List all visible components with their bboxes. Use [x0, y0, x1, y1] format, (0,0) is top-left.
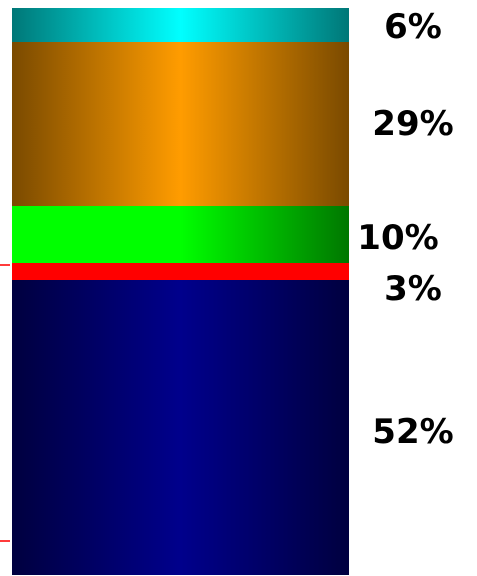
value-label-3pct: 3% [384, 269, 442, 309]
left-red-marker-top [0, 264, 10, 266]
left-red-marker-bottom [0, 540, 10, 542]
bar-segment-10pct [12, 206, 349, 264]
bar-segment-3pct [12, 263, 349, 281]
bar-segment-52pct [12, 280, 349, 575]
value-label-10pct: 10% [357, 218, 439, 258]
value-label-6pct: 6% [384, 7, 442, 47]
stacked-bar [12, 8, 349, 575]
value-label-52pct: 52% [372, 412, 454, 452]
bar-segment-29pct [12, 42, 349, 207]
bar-segment-6pct [12, 8, 349, 43]
value-label-29pct: 29% [372, 104, 454, 144]
